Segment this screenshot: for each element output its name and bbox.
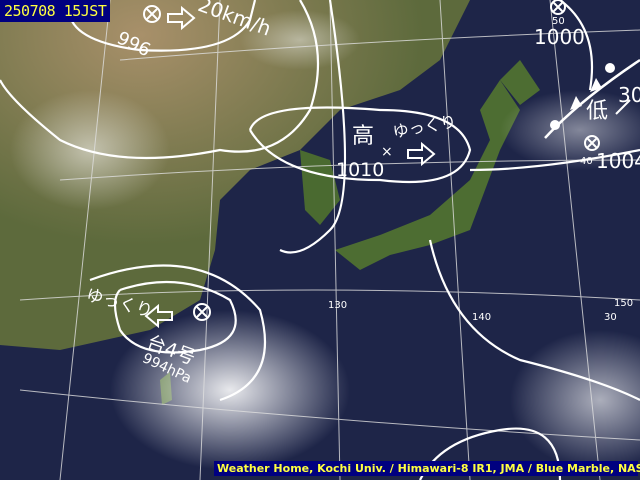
lon-label-150: 150 <box>614 298 633 309</box>
motion-arrows <box>144 5 631 329</box>
low-symbol: 低 <box>586 99 608 124</box>
pressure-1004: 1004 <box>596 149 640 173</box>
front-symbols <box>550 63 615 130</box>
korea <box>300 150 340 225</box>
lat-label-50: 50 <box>552 16 565 27</box>
lon-label-140: 140 <box>472 312 491 323</box>
credit-banner: Weather Home, Kochi Univ. / Himawari-8 I… <box>214 461 640 476</box>
lon-label-130: 130 <box>328 300 347 311</box>
lat-label-40: 40 <box>580 156 593 167</box>
pressure-1000: 1000 <box>534 25 585 49</box>
high-symbol: 高 <box>352 124 374 149</box>
lat-lon-grid <box>19 0 640 480</box>
high-cross: × <box>381 144 393 160</box>
asia-landmass <box>0 0 470 350</box>
japan <box>335 80 520 270</box>
lat-label-30: 30 <box>604 312 617 323</box>
low-center-markers <box>143 0 600 321</box>
hokkaido <box>500 60 540 105</box>
timestamp: 250708 15JST <box>0 0 111 22</box>
pressure-1010: 1010 <box>336 159 384 181</box>
speed-30: 30 <box>618 83 640 107</box>
